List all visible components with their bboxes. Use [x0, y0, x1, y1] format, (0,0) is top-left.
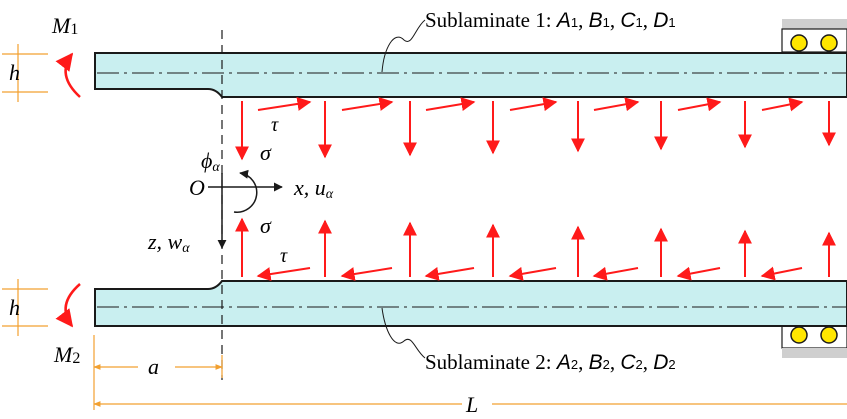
- z-axis-symbol: z, w: [147, 229, 183, 254]
- moment-1-label: M1: [51, 13, 78, 38]
- sublaminate-1-prefix: Sublaminate 1:: [425, 8, 557, 32]
- prop-c1-sub: 1: [636, 15, 643, 30]
- support-plate-bottom: [782, 348, 847, 358]
- leader-line-1: [381, 19, 426, 73]
- shear-stress-arrow-top-6: [677, 97, 722, 112]
- thickness-dimension-top: [2, 44, 48, 102]
- origin-label: O: [189, 175, 205, 200]
- shear-stress-arrow-bottom-3: [424, 267, 475, 281]
- prop-d1: D: [653, 9, 668, 32]
- z-axis-sub: α: [182, 241, 190, 256]
- shear-stress-arrow-bottom-2: [340, 267, 393, 281]
- leader-line-2: [381, 307, 426, 359]
- prop-b1-sub: 1: [603, 15, 610, 30]
- prop-c1: C: [620, 9, 636, 32]
- moment-2-sub: 2: [72, 350, 80, 367]
- roller-bottom-1: [790, 326, 808, 344]
- prop-c2: C: [620, 351, 636, 374]
- moment-2-label: M2: [53, 342, 80, 367]
- prop-a1-sub: 1: [571, 15, 578, 30]
- shear-stress-arrow-top-5: [593, 97, 640, 112]
- rotation-symbol: ϕ: [201, 148, 212, 173]
- prop-b2-sub: 2: [603, 357, 610, 372]
- shear-stress-arrow-bottom-4: [508, 266, 557, 281]
- moment-1-symbol: M: [51, 13, 72, 38]
- prop-b2: B: [589, 351, 603, 374]
- shear-stress-arrow-bottom-5: [592, 266, 639, 281]
- prop-d2: D: [653, 351, 668, 374]
- moment-2-arrow: [55, 283, 81, 328]
- sublaminate-1-beam: [94, 52, 847, 98]
- roller-bottom-2: [820, 326, 838, 344]
- roller-top-1: [790, 34, 808, 52]
- thickness-dimension-bottom: [2, 279, 48, 336]
- rotation-arrow: [233, 169, 258, 213]
- rotation-label: ϕα: [201, 148, 220, 175]
- interface-stress-arrows: [235, 96, 836, 282]
- normal-stress-label-top: σ: [260, 140, 272, 165]
- roller-top-2: [820, 34, 838, 52]
- prop-b1: B: [589, 9, 603, 32]
- total-length-label: L: [465, 392, 478, 417]
- moment-1-arrow: [55, 52, 81, 98]
- shear-stress-label-top: τ: [271, 114, 279, 136]
- shear-stress-arrow-bottom-7: [760, 266, 803, 281]
- z-axis-label: z, wα: [147, 229, 190, 256]
- shear-stress-arrow-top-1: [257, 96, 312, 111]
- prop-d2-sub: 2: [668, 357, 675, 372]
- moment-1-sub: 1: [70, 21, 78, 38]
- thickness-label-top: h: [9, 60, 20, 85]
- x-axis-sub: α: [326, 187, 334, 202]
- shear-stress-arrow-bottom-6: [676, 266, 721, 281]
- shear-stress-arrow-bottom-1: [256, 267, 311, 282]
- normal-stress-label-bottom: σ: [260, 213, 272, 238]
- sublaminate-1-label: Sublaminate 1: A1, B1, C1, D1: [425, 8, 676, 32]
- right-support-top: [781, 19, 847, 53]
- shear-stress-arrow-top-2: [341, 97, 394, 111]
- prop-c2-sub: 2: [636, 357, 643, 372]
- moment-2-symbol: M: [53, 342, 74, 367]
- prop-a2-sub: 2: [571, 357, 578, 372]
- right-support-bottom: [781, 325, 847, 358]
- sublaminate-2-prefix: Sublaminate 2:: [425, 350, 557, 374]
- sublaminate-2-label: Sublaminate 2: A2, B2, C2, D2: [425, 350, 676, 374]
- sublaminate-2-beam: [94, 280, 847, 327]
- crack-length-label: a: [148, 354, 159, 379]
- thickness-label-bottom: h: [9, 295, 20, 320]
- prop-a2: A: [555, 351, 571, 374]
- x-axis-symbol: x, u: [293, 175, 326, 200]
- shear-stress-arrow-top-4: [509, 97, 558, 112]
- prop-a1: A: [555, 9, 571, 32]
- rotation-sub: α: [212, 160, 220, 175]
- prop-d1-sub: 1: [668, 15, 675, 30]
- shear-stress-label-bottom: τ: [280, 245, 288, 267]
- shear-stress-arrow-top-7: [761, 97, 804, 112]
- support-plate-top: [782, 19, 847, 29]
- x-axis-label: x, uα: [293, 175, 334, 202]
- shear-stress-arrow-top-3: [425, 97, 476, 111]
- crack-length-dimension: [93, 335, 223, 410]
